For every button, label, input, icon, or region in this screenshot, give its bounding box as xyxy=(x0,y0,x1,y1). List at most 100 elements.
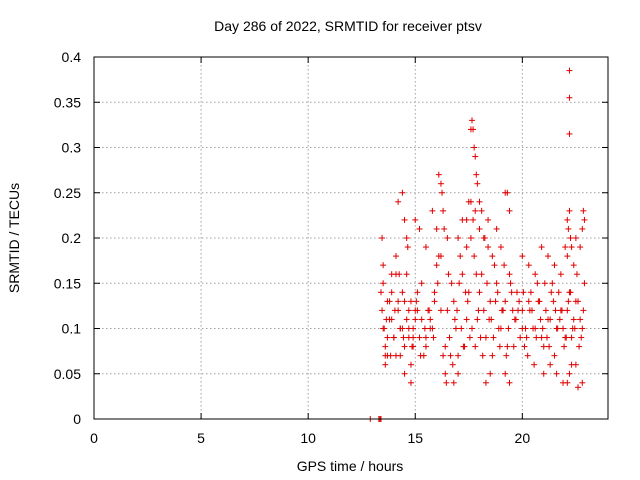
data-point xyxy=(549,280,556,287)
data-point xyxy=(429,207,436,214)
axis-ticks xyxy=(93,56,608,420)
data-point xyxy=(473,171,480,178)
data-point xyxy=(547,361,554,368)
data-point xyxy=(579,225,586,232)
data-point xyxy=(396,271,403,278)
data-point xyxy=(480,235,487,241)
data-point xyxy=(554,325,561,332)
data-point xyxy=(450,379,457,386)
data-point xyxy=(416,225,423,232)
y-tick-label: 0.25 xyxy=(54,185,81,201)
data-point xyxy=(486,316,493,323)
data-point xyxy=(522,325,529,332)
data-point xyxy=(540,370,547,377)
data-point xyxy=(519,307,526,314)
data-point xyxy=(377,289,384,296)
data-point xyxy=(539,325,546,332)
data-point xyxy=(532,271,539,278)
data-point xyxy=(564,379,571,386)
data-point xyxy=(430,334,437,341)
data-point xyxy=(384,334,391,341)
data-point xyxy=(391,307,398,314)
data-point xyxy=(577,316,584,323)
data-point xyxy=(388,289,395,296)
data-point xyxy=(567,289,574,296)
data-point xyxy=(455,352,462,359)
data-point xyxy=(382,352,389,359)
data-point xyxy=(503,352,510,359)
data-point xyxy=(456,280,463,287)
data-point xyxy=(400,334,407,341)
data-point xyxy=(573,271,580,278)
data-point xyxy=(561,343,568,350)
data-point xyxy=(382,361,389,368)
data-point xyxy=(483,280,490,287)
data-point xyxy=(476,198,483,205)
data-point xyxy=(463,216,470,223)
data-point xyxy=(545,253,552,260)
data-point xyxy=(511,316,518,323)
data-point xyxy=(482,334,489,341)
data-point xyxy=(463,244,470,251)
data-point xyxy=(570,316,577,323)
data-point xyxy=(401,343,408,350)
data-point xyxy=(410,334,417,341)
data-point xyxy=(534,280,541,287)
y-tick-label: 0.1 xyxy=(62,321,82,337)
data-point xyxy=(502,298,509,305)
data-point xyxy=(556,316,563,323)
data-point xyxy=(524,352,531,359)
data-point xyxy=(444,307,451,314)
y-tick-label: 0.05 xyxy=(54,366,81,382)
data-point xyxy=(439,189,446,196)
data-point xyxy=(492,298,499,305)
data-point xyxy=(403,235,410,241)
data-point xyxy=(553,370,560,377)
data-point xyxy=(557,271,564,278)
data-point xyxy=(395,198,402,205)
data-point xyxy=(471,144,478,151)
data-point xyxy=(551,352,558,359)
data-point xyxy=(479,352,486,359)
data-point xyxy=(414,289,421,296)
data-point xyxy=(407,361,414,368)
data-point xyxy=(527,289,534,296)
data-point xyxy=(434,280,441,287)
data-point xyxy=(395,298,402,305)
data-point xyxy=(452,325,459,332)
data-point xyxy=(420,352,427,359)
x-tick-labels: 0 5 10 15 20 xyxy=(90,430,530,446)
data-point xyxy=(485,216,492,223)
data-point xyxy=(476,289,483,296)
data-point xyxy=(579,325,586,332)
data-point xyxy=(516,298,523,305)
data-point xyxy=(473,271,480,278)
data-points xyxy=(367,67,588,422)
x-tick-label: 5 xyxy=(197,430,205,446)
data-point xyxy=(399,289,406,296)
data-point xyxy=(405,325,412,332)
data-point xyxy=(480,307,487,314)
data-point xyxy=(440,352,447,359)
data-point xyxy=(476,225,483,232)
data-point xyxy=(458,325,465,332)
data-point xyxy=(520,289,527,296)
data-point xyxy=(469,117,476,124)
data-point xyxy=(572,235,579,241)
y-axis-label: SRMTID / TECUs xyxy=(6,183,22,293)
data-point xyxy=(572,298,579,305)
data-point xyxy=(379,307,386,314)
data-point xyxy=(409,343,416,350)
data-point xyxy=(579,379,586,386)
data-point xyxy=(466,334,473,341)
data-point xyxy=(455,235,462,241)
data-point xyxy=(478,207,485,214)
data-point xyxy=(401,298,408,305)
x-tick-label: 0 xyxy=(90,430,98,446)
data-point xyxy=(563,334,570,341)
data-point xyxy=(431,298,438,305)
data-point xyxy=(425,307,432,314)
y-tick-labels: 0 0.05 0.1 0.15 0.2 0.25 0.3 0.35 0.4 xyxy=(54,49,81,427)
data-point xyxy=(493,225,500,232)
